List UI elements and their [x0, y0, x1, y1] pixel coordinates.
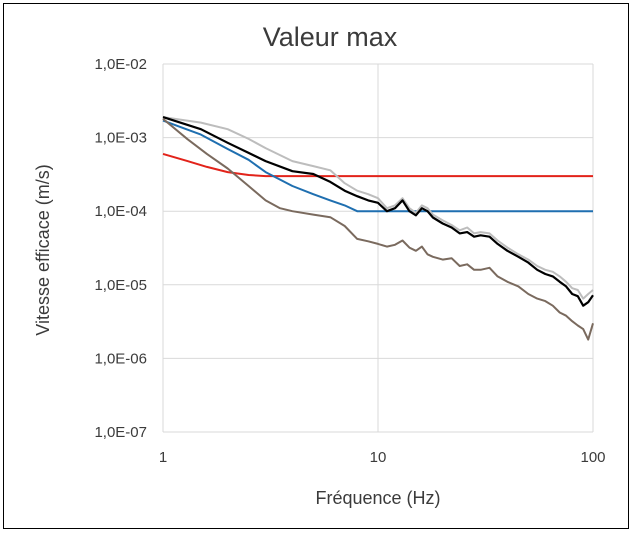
y-axis-title: Vitesse efficace (m/s) — [33, 164, 53, 335]
y-tick-label: 1,0E-07 — [94, 424, 147, 441]
grid-layer — [162, 63, 594, 433]
y-tick-label: 1,0E-03 — [94, 130, 147, 147]
ticks-layer: 1,0E-02 1,0E-03 1,0E-04 1,0E-05 1,0E-06 1,0E-… — [94, 56, 605, 466]
x-tick-label: 10 — [370, 449, 387, 466]
x-axis-title: Fréquence (Hz) — [315, 488, 440, 508]
series-line-limite-bleue — [162, 119, 593, 213]
y-tick-label: 1,0E-02 — [94, 56, 147, 73]
series-line-courbe-grise — [162, 116, 594, 300]
y-tick-label: 1,0E-04 — [94, 203, 147, 220]
x-tick-label: 100 — [580, 449, 605, 466]
y-tick-label: 1,0E-06 — [94, 350, 147, 367]
chart-title: Valeur max — [263, 22, 398, 52]
x-tick-label: 1 — [159, 449, 167, 466]
chart-frame — [3, 3, 629, 529]
y-tick-label: 1,0E-05 — [94, 277, 147, 294]
series-layer — [162, 116, 594, 341]
series-line-limite-rouge — [162, 152, 593, 178]
series-line-courbe-noire — [162, 116, 594, 307]
series-line-courbe-brune — [162, 118, 594, 341]
